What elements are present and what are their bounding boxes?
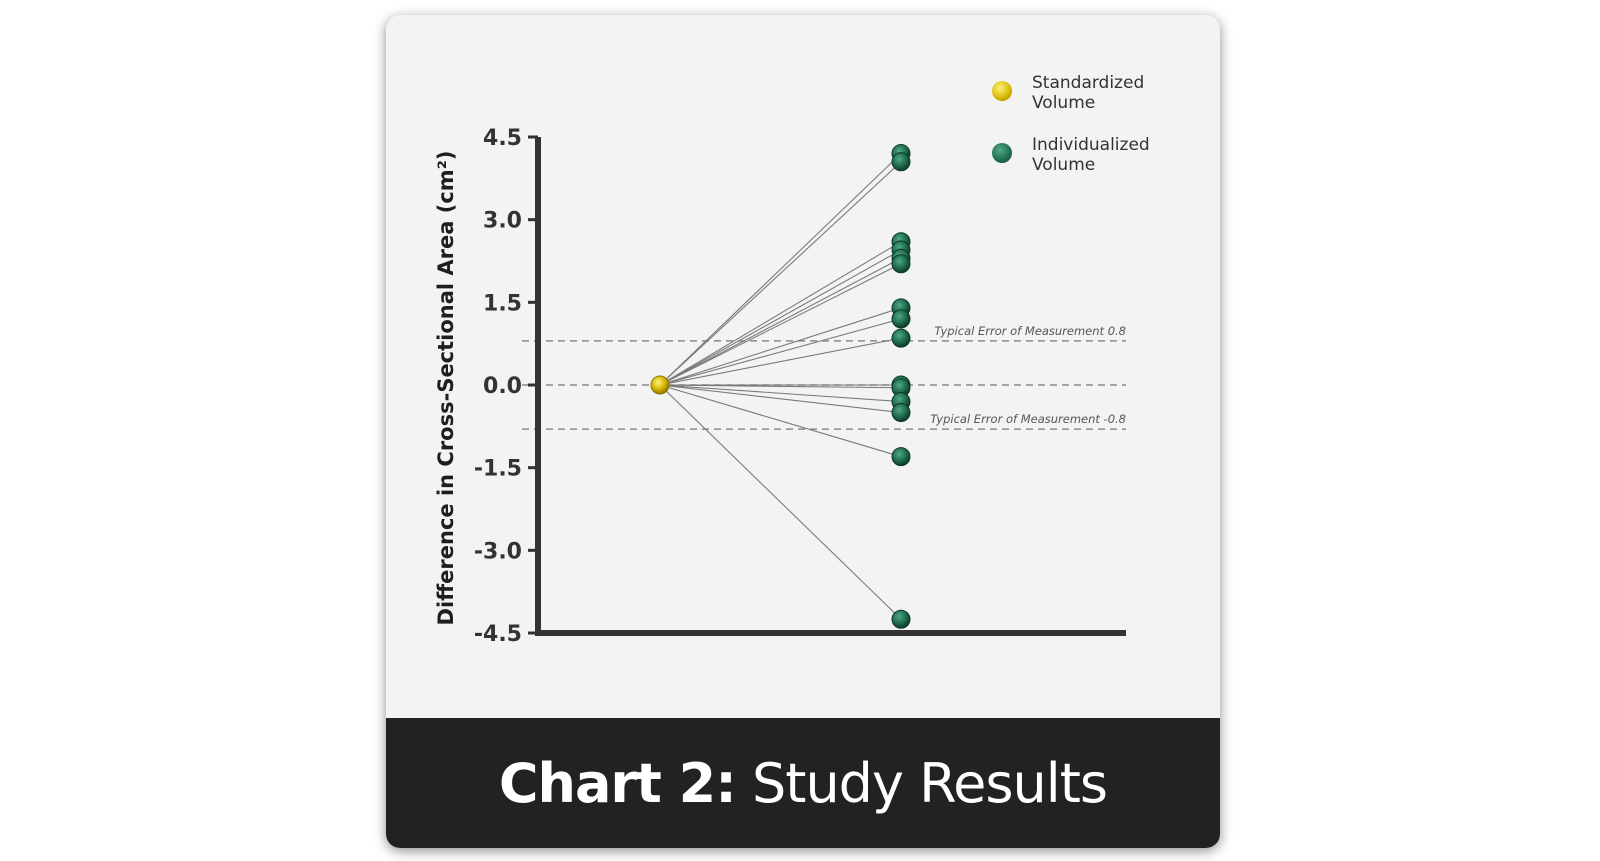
individualized-point bbox=[891, 447, 911, 467]
individualized-point bbox=[891, 309, 911, 329]
standardized-marker-icon bbox=[992, 81, 1012, 101]
individualized-point bbox=[891, 254, 911, 274]
caption-title-bold: Chart 2: bbox=[498, 751, 737, 815]
connector-line bbox=[659, 384, 902, 389]
chart-caption-bar: Chart 2: Study Results bbox=[386, 718, 1220, 848]
y-tick-label: 3.0 bbox=[483, 209, 522, 234]
y-tick-label: -4.5 bbox=[474, 622, 522, 647]
legend-label-individualized: Individualized Volume bbox=[1032, 135, 1212, 175]
y-axis-title: Difference in Cross-Sectional Area (cm²) bbox=[434, 151, 458, 626]
y-tick-label: 1.5 bbox=[483, 291, 522, 316]
y-tick-label: 4.5 bbox=[483, 126, 522, 151]
connector-line bbox=[659, 384, 902, 414]
legend-label-standardized: Standardized Volume bbox=[1032, 73, 1212, 113]
connector-line bbox=[659, 384, 902, 620]
reference-line-label: Typical Error of Measurement -0.8 bbox=[930, 412, 1126, 426]
individualized-point bbox=[891, 403, 911, 423]
connector-line bbox=[659, 384, 902, 403]
connector-line bbox=[659, 318, 902, 386]
connector-line bbox=[659, 307, 902, 386]
individualized-marker-icon bbox=[992, 143, 1012, 163]
legend-item-individualized: Individualized Volume bbox=[992, 135, 1212, 185]
connector-line bbox=[659, 257, 902, 386]
individualized-point bbox=[891, 152, 911, 172]
individualized-point bbox=[891, 328, 911, 348]
y-tick-label: -3.0 bbox=[474, 539, 522, 564]
chart-card: Typical Error of Measurement 0.8 Typical … bbox=[386, 15, 1220, 848]
connector-line bbox=[659, 249, 902, 386]
caption-title-normal: Study Results bbox=[735, 751, 1108, 815]
connector-line bbox=[659, 384, 902, 458]
legend-individualized-line2: Volume bbox=[1032, 155, 1096, 175]
legend-standardized-line1: Standardized bbox=[1032, 73, 1145, 93]
y-tick-label: -1.5 bbox=[474, 457, 522, 482]
connector-line bbox=[659, 161, 902, 386]
standardized-point bbox=[650, 375, 670, 395]
connector-line bbox=[659, 263, 902, 386]
connector-line bbox=[659, 153, 902, 386]
individualized-point bbox=[891, 609, 911, 629]
legend-standardized-line2: Volume bbox=[1032, 93, 1096, 113]
connector-line bbox=[659, 241, 902, 386]
y-tick-label: 0.0 bbox=[483, 374, 522, 399]
chart-plot: Typical Error of Measurement 0.8 Typical … bbox=[434, 126, 1126, 647]
reference-line-label: Typical Error of Measurement 0.8 bbox=[934, 324, 1126, 338]
legend-item-standardized: Standardized Volume bbox=[992, 73, 1212, 123]
connector-line bbox=[659, 337, 902, 386]
legend-individualized-line1: Individualized bbox=[1032, 135, 1150, 155]
